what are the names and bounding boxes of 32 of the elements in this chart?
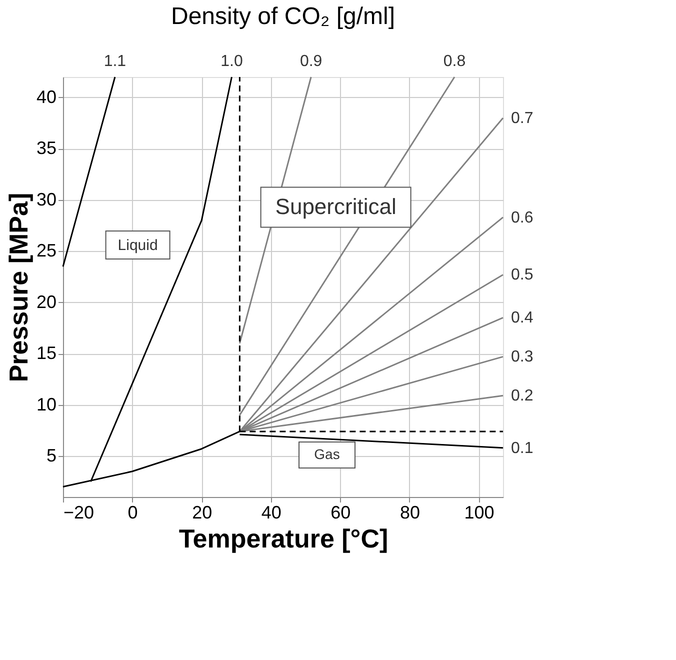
chart-title: Density of CO₂ [g/ml] [170,3,396,30]
x-tick-label: 100 [464,502,494,522]
series-label: 0.6 [511,209,534,226]
series-label: 1.1 [104,53,126,70]
y-tick-label: 5 [46,446,56,466]
y-tick-label: 20 [36,292,56,312]
y-tick-label: 15 [36,343,56,364]
series-label: 0.5 [511,266,534,284]
x-tick-label: −20 [64,502,94,522]
x-tick-label: 0 [128,502,138,522]
annotation: Gas [314,446,340,462]
x-tick-label: 20 [192,502,212,522]
x-tick-label: 60 [330,502,351,522]
series-label: 0.8 [443,53,466,70]
annotation: Liquid [118,237,158,254]
y-tick-label: 30 [36,189,56,210]
y-tick-label: 40 [36,86,56,107]
x-tick-label: 80 [400,502,420,522]
series-label: 0.4 [511,310,534,327]
y-tick-label: 35 [36,138,56,158]
series-label: 1.0 [220,53,243,70]
series-label: 0.7 [511,110,534,127]
series-label: 0.3 [511,348,534,366]
series-label: 0.1 [511,440,534,457]
annotation: Supercritical [275,194,396,220]
y-tick-label: 25 [36,240,56,261]
series-label: 0.9 [300,53,322,70]
x-tick-label: 40 [261,502,282,522]
y-axis-title: Pressure [MPa] [3,192,34,382]
y-tick-label: 10 [36,394,56,414]
x-axis-title: Temperature [°C] [178,524,388,554]
series-label: 0.2 [511,388,534,405]
